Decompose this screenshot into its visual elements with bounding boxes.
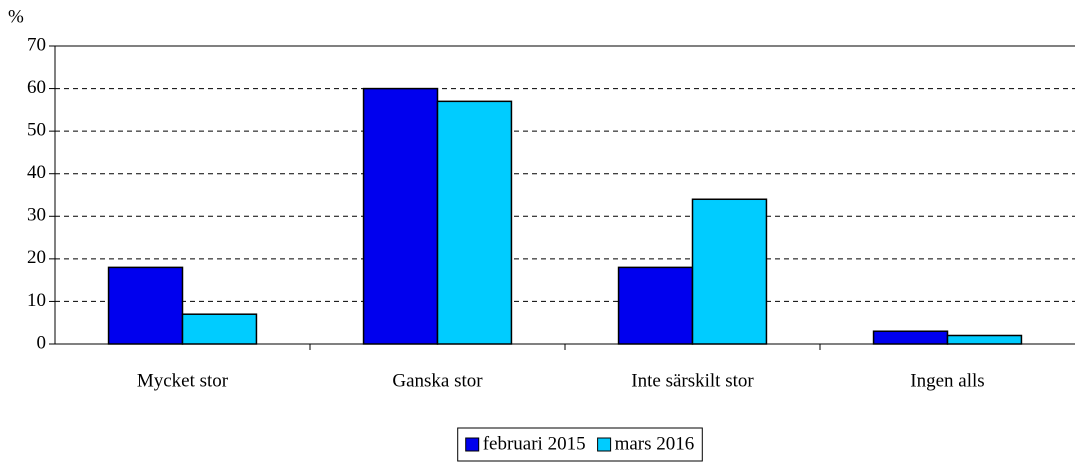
x-tick-label: Ganska stor	[392, 370, 483, 391]
y-tick-label: 20	[27, 247, 46, 268]
legend-box	[457, 427, 703, 462]
bar	[181, 313, 258, 345]
bar	[872, 330, 949, 345]
y-tick-label: 10	[27, 290, 46, 311]
legend-label: februari 2015	[483, 433, 586, 454]
bar	[691, 198, 768, 345]
y-tick-label: 70	[27, 34, 46, 55]
y-tick-label: 50	[27, 120, 46, 141]
legend-swatch	[465, 437, 480, 452]
y-tick-label: 30	[27, 205, 46, 226]
bar	[436, 100, 513, 345]
y-axis-label: %	[8, 6, 24, 27]
y-tick-label: 40	[27, 162, 46, 183]
legend-label: mars 2016	[615, 433, 695, 454]
bar	[107, 266, 184, 345]
x-tick-label: Mycket stor	[137, 370, 229, 391]
y-tick-label: 0	[37, 332, 47, 353]
legend-swatch	[597, 437, 612, 452]
bar	[946, 334, 1023, 345]
x-tick-label: Ingen alls	[910, 370, 984, 391]
bar	[362, 87, 439, 345]
x-tick-label: Inte särskilt stor	[631, 370, 754, 391]
y-tick-label: 60	[27, 77, 46, 98]
bar	[617, 266, 694, 345]
